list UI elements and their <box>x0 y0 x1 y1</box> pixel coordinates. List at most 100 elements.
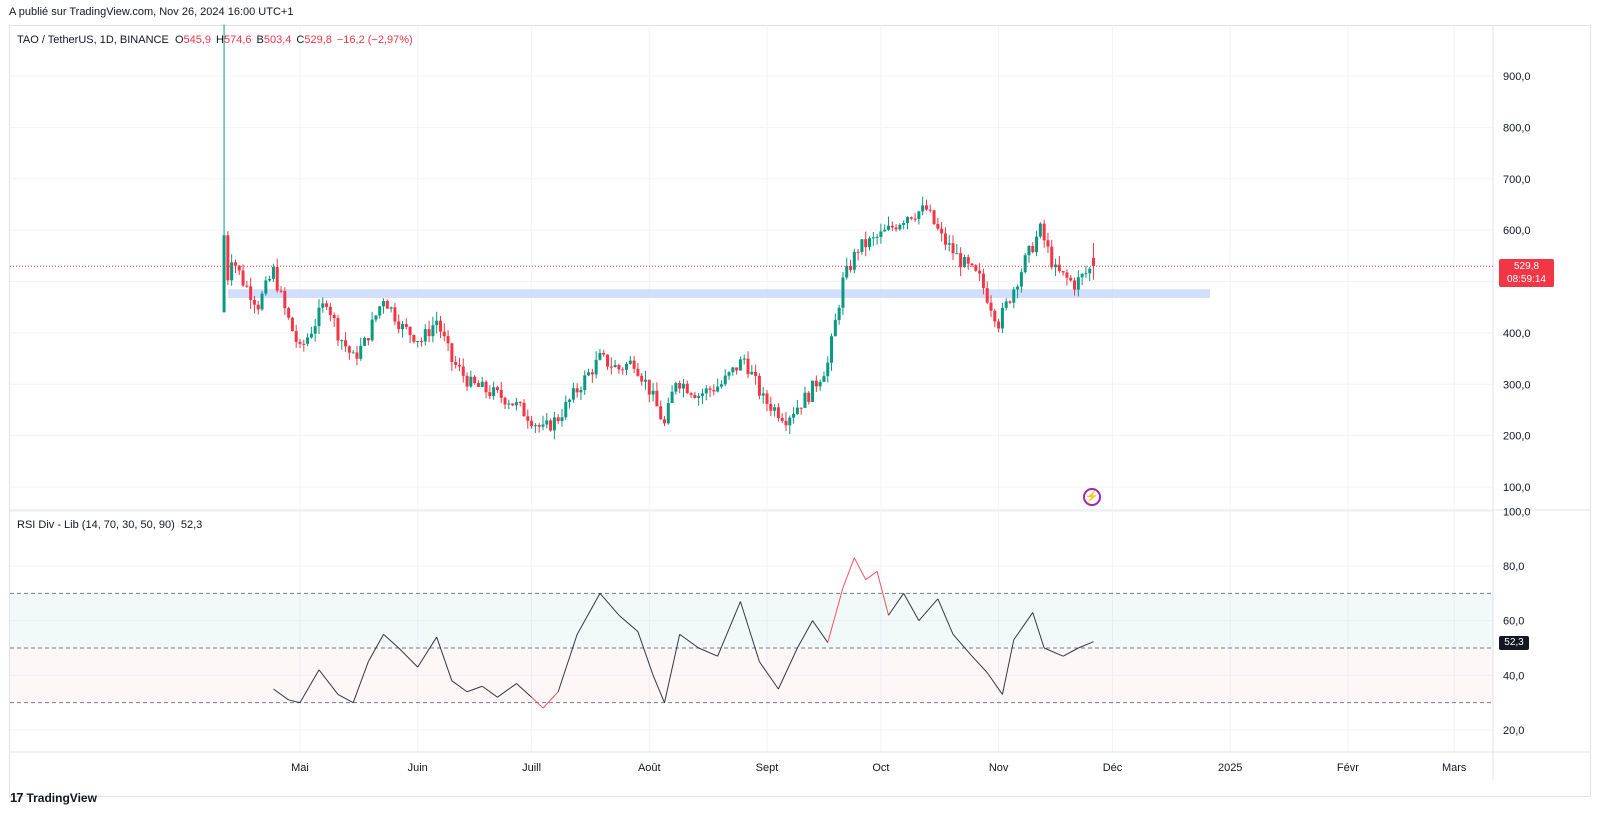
candle-body <box>670 391 674 404</box>
candle-body <box>788 417 792 426</box>
last-price-value: 529,8 <box>1513 261 1540 272</box>
rsi-line-segment <box>952 634 973 657</box>
tradingview-logo[interactable]: 17 TradingView <box>10 790 97 805</box>
candle-body <box>981 273 985 289</box>
candle-body <box>902 222 906 225</box>
candle-body <box>632 360 636 369</box>
candle-body <box>609 366 613 368</box>
candle-body <box>1057 264 1061 272</box>
candle-body <box>492 387 496 397</box>
candle-body <box>928 209 932 211</box>
rsi-line-segment <box>637 631 654 676</box>
candle-body <box>666 403 670 424</box>
rsi-line-segment <box>466 685 483 693</box>
candle-body <box>537 425 541 427</box>
candle-body <box>883 229 887 232</box>
candle-body <box>799 407 803 409</box>
rsi-line-segment <box>717 601 741 657</box>
candle-body <box>708 388 712 390</box>
candle-body <box>697 395 701 398</box>
candle-body <box>693 394 697 398</box>
candle-body <box>1065 272 1069 278</box>
candle-body <box>731 367 735 373</box>
candle-body <box>780 417 784 421</box>
candle-body <box>636 368 640 376</box>
candle-body <box>476 383 480 387</box>
rsi-line-segment <box>318 669 339 695</box>
candle-body <box>1042 223 1046 241</box>
candle-body <box>1061 271 1065 273</box>
candle-body <box>943 233 947 245</box>
lightning-icon[interactable]: ⚡ <box>1083 488 1101 506</box>
candle-body <box>256 304 260 310</box>
candle-body <box>997 321 1001 329</box>
candle-body <box>761 393 765 396</box>
candle-body <box>1000 307 1004 329</box>
gridlines <box>10 27 1493 752</box>
rsi-line-segment <box>1078 641 1094 649</box>
candle-body <box>757 376 761 396</box>
rsi-bear-band <box>10 648 1493 703</box>
last-price-tag: 529,8 08:59:14 <box>1499 259 1554 287</box>
time-tick-label: Juin <box>408 762 428 774</box>
tradingview-brand: TradingView <box>26 790 97 805</box>
support-zone <box>228 289 1210 298</box>
candle-body <box>416 341 420 343</box>
candle-body <box>378 306 382 316</box>
candle-body <box>419 341 423 343</box>
candle-body <box>1016 286 1020 290</box>
candle-body <box>283 290 287 309</box>
price-tick-label: 800,0 <box>1503 122 1531 134</box>
candle-body <box>606 354 610 367</box>
rsi-tick-label: 20,0 <box>1503 725 1524 737</box>
candle-body <box>579 390 583 393</box>
candle-body <box>989 302 993 311</box>
candle-body <box>306 337 310 344</box>
candle-body <box>518 402 522 404</box>
candle-body <box>841 277 845 308</box>
candle-body <box>287 308 291 318</box>
candle-body <box>1012 289 1016 303</box>
candle-body <box>260 293 264 310</box>
candle-body <box>890 225 894 228</box>
rsi-tick-label: 40,0 <box>1503 670 1524 682</box>
price-tick-label: 200,0 <box>1503 431 1531 443</box>
rsi-line-segment <box>542 691 559 709</box>
candle-body <box>507 403 511 405</box>
rsi-line-segment <box>1043 647 1064 657</box>
candle-body <box>363 338 367 346</box>
rsi-line-segment <box>842 557 855 589</box>
candle-body <box>594 359 598 375</box>
candle-body <box>568 399 572 403</box>
candle-body <box>370 319 374 341</box>
candle-body <box>450 343 454 363</box>
candle-body <box>583 375 587 391</box>
rsi-line-segment <box>876 571 889 616</box>
candle-body <box>879 231 883 237</box>
candle-body <box>230 262 234 281</box>
candle-body <box>868 238 872 248</box>
rsi-line-segment <box>383 633 400 649</box>
price-tick-label: 700,0 <box>1503 174 1531 186</box>
candle-body <box>328 306 332 316</box>
candle-body <box>389 307 393 309</box>
candle-body <box>993 310 997 322</box>
rsi-line-segment <box>481 685 498 698</box>
candle-body <box>742 358 746 360</box>
candle-body <box>454 362 458 365</box>
time-tick-label: Sept <box>756 762 779 774</box>
candle-body <box>587 372 591 376</box>
candle-body <box>1035 236 1039 253</box>
time-tick-label: 2025 <box>1218 762 1242 774</box>
rsi-line-segment <box>652 675 665 703</box>
candle-body <box>738 359 742 371</box>
candle-body <box>241 270 245 286</box>
candle-body <box>921 205 925 212</box>
candle-body <box>602 352 606 355</box>
candle-body <box>951 243 955 254</box>
candle-body <box>279 290 283 292</box>
rsi-tick-label: 80,0 <box>1503 561 1524 573</box>
rsi-bull-band <box>10 593 1493 648</box>
candle-body <box>347 346 351 353</box>
